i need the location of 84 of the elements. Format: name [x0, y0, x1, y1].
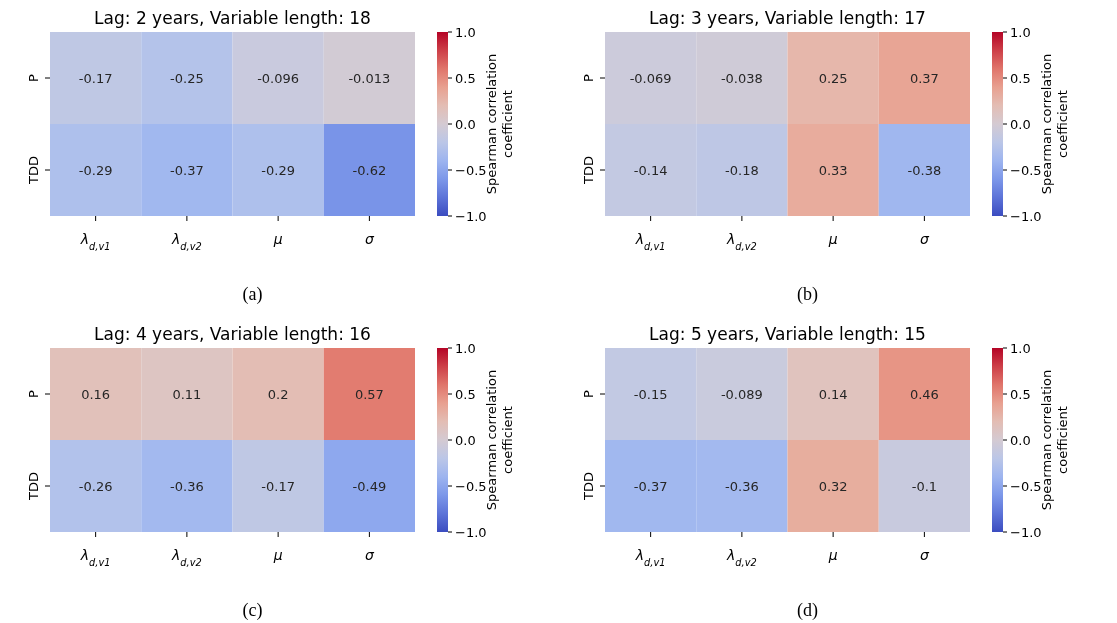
data-label: -0.14: [633, 163, 668, 178]
y-tick-label: P: [26, 73, 41, 82]
data-label: -0.18: [725, 163, 759, 178]
color-bar-label: 1.0: [1010, 25, 1031, 40]
data-label: -0.17: [78, 71, 113, 86]
color-bar-label: −0.5: [455, 163, 487, 178]
y-tick-label: TDD: [581, 156, 596, 185]
data-label: -0.49: [352, 479, 387, 494]
color-bar-label: 0.5: [1010, 71, 1031, 86]
data-label: 0.37: [909, 71, 939, 86]
data-label: -0.17: [261, 479, 295, 494]
y-tick-label: P: [581, 73, 596, 82]
data-label: -0.37: [633, 479, 668, 494]
color-bar-label: −1.0: [1010, 209, 1042, 224]
data-label: -0.089: [720, 387, 763, 402]
data-label: 0.14: [818, 387, 848, 402]
data-label: 0.2: [267, 387, 289, 402]
data-label: -0.26: [78, 479, 113, 494]
color-bar-label: −1.0: [455, 525, 487, 540]
chart-title: Lag: 4 years, Variable length: 16: [94, 324, 371, 344]
data-label: -0.096: [257, 71, 300, 86]
color-bar-label: 1.0: [1010, 341, 1031, 356]
color-bar-label: 1.0: [455, 341, 476, 356]
chart-title: Lag: 5 years, Variable length: 15: [649, 324, 926, 344]
data-label: 0.16: [81, 387, 111, 402]
data-label: -0.36: [725, 479, 759, 494]
x-tick-label: λ$_{d,v1}$: [79, 231, 111, 252]
x-tick-label: λ$_{d,v2}$: [171, 547, 202, 568]
data-label: 0.32: [818, 479, 848, 494]
color-bar-label: −0.5: [1010, 163, 1042, 178]
data-label: -0.069: [629, 71, 672, 86]
data-label: -0.1: [911, 479, 938, 494]
data-label: 0.46: [909, 387, 939, 402]
x-tick-label: σ: [364, 231, 375, 247]
chart-title: Lag: 3 years, Variable length: 17: [649, 8, 926, 28]
y-tick-label: TDD: [26, 156, 41, 185]
x-tick-label: μ: [272, 231, 283, 247]
x-tick-label: λ$_{d,v2}$: [171, 231, 202, 252]
color-bar-label: 0.0: [455, 433, 476, 448]
y-tick-label: P: [26, 389, 41, 398]
x-tick-label: μ: [827, 547, 838, 563]
color-bar-label: −1.0: [1010, 525, 1042, 540]
data-label: 0.57: [354, 387, 384, 402]
color-bar-label: −1.0: [455, 209, 487, 224]
y-tick-label: TDD: [581, 472, 596, 501]
x-tick-label: λ$_{d,v1}$: [634, 231, 666, 252]
data-label: -0.29: [78, 163, 113, 178]
color-bar-label: 0.0: [1010, 433, 1031, 448]
data-label: -0.29: [261, 163, 295, 178]
x-tick-label: λ$_{d,v2}$: [726, 231, 757, 252]
color-bar-label: −0.5: [455, 479, 487, 494]
data-label: -0.25: [170, 71, 204, 86]
text: (d): [797, 600, 818, 621]
y-tick-label: P: [581, 389, 596, 398]
color-bar-label: 1.0: [455, 25, 476, 40]
x-tick-label: λ$_{d,v2}$: [726, 547, 757, 568]
data-label: -0.013: [348, 71, 391, 86]
x-tick-label: μ: [827, 231, 838, 247]
data-label: -0.038: [720, 71, 763, 86]
color-bar-label: 0.0: [1010, 117, 1031, 132]
data-label: -0.62: [352, 163, 387, 178]
data-label: 0.25: [818, 71, 848, 86]
color-bar-label: 0.0: [455, 117, 476, 132]
x-tick-label: σ: [919, 547, 930, 563]
color-bar-label: 0.5: [455, 71, 476, 86]
y-tick-label: TDD: [26, 472, 41, 501]
text: (a): [242, 284, 263, 305]
data-label: -0.36: [170, 479, 204, 494]
color-bar-label: −0.5: [1010, 479, 1042, 494]
x-tick-label: μ: [272, 547, 283, 563]
data-label: -0.15: [633, 387, 668, 402]
x-tick-label: σ: [919, 231, 930, 247]
chart-title: Lag: 2 years, Variable length: 18: [94, 8, 371, 28]
x-tick-label: σ: [364, 547, 375, 563]
text: (b): [797, 284, 818, 305]
data-label: -0.38: [907, 163, 942, 178]
x-tick-label: λ$_{d,v1}$: [79, 547, 111, 568]
data-label: -0.37: [170, 163, 204, 178]
data-label: 0.11: [172, 387, 202, 402]
color-bar-label: 0.5: [455, 387, 476, 402]
color-bar-label: 0.5: [1010, 387, 1031, 402]
x-tick-label: λ$_{d,v1}$: [634, 547, 666, 568]
text: (c): [242, 600, 263, 621]
data-label: 0.33: [818, 163, 848, 178]
